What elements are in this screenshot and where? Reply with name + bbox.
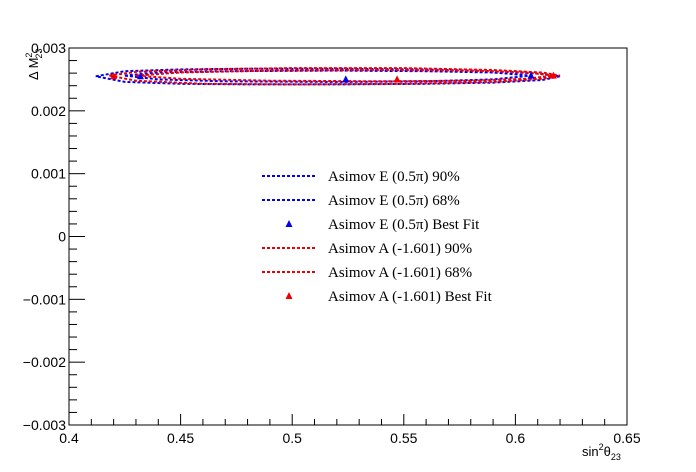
legend-entry-label: Asimov A (-1.601) Best Fit — [328, 289, 493, 305]
y-axis-title: Δ M223 — [24, 49, 44, 80]
y-tick-label: −0.001 — [23, 291, 66, 307]
legend-entry-label: Asimov E (0.5π) 90% — [328, 169, 460, 185]
contour-line — [109, 67, 561, 86]
contour-marker — [136, 72, 144, 80]
best-fit-marker — [393, 75, 401, 83]
x-axis-title: sin2θ23 — [582, 442, 621, 462]
legend: Asimov E (0.5π) 90% Asimov E (0.5π) 68% As… — [262, 169, 493, 305]
legend-entry-label: Asimov A (-1.601) 90% — [328, 241, 472, 257]
x-tick-label: 0.55 — [390, 430, 417, 446]
x-tick-labels: 0.4 0.45 0.5 0.55 0.6 0.65 — [59, 430, 641, 446]
x-tick-label: 0.65 — [613, 430, 640, 446]
contour-marker — [110, 72, 118, 80]
y-tick-label: −0.002 — [23, 354, 66, 370]
x-tick-label: 0.6 — [506, 430, 526, 446]
contour-layer — [95, 67, 561, 86]
y-tick-label: 0 — [58, 229, 66, 245]
x-tick-label: 0.4 — [59, 430, 79, 446]
x-tick-label: 0.45 — [167, 430, 194, 446]
y-tick-label: 0.001 — [31, 166, 66, 182]
y-tick-labels: −0.003 −0.002 −0.001 0 0.001 0.002 0.003 — [23, 40, 66, 433]
legend-entry-label: Asimov E (0.5π) Best Fit — [328, 217, 480, 233]
y-tick-label: 0.003 — [31, 40, 66, 56]
legend-entry-label: Asimov E (0.5π) 68% — [328, 193, 460, 209]
plot-frame — [68, 47, 628, 426]
y-tick-label: 0.002 — [31, 103, 66, 119]
x-tick-label: 0.5 — [282, 430, 302, 446]
axes — [68, 47, 628, 426]
contour-marker — [549, 71, 557, 79]
legend-entry-label: Asimov A (-1.601) 68% — [328, 265, 472, 281]
best-fit-marker — [342, 75, 350, 83]
y-tick-label: −0.003 — [23, 417, 66, 433]
legend-marker — [285, 292, 293, 299]
contour-marker — [527, 71, 535, 79]
marker-layer — [110, 71, 557, 83]
legend-marker — [285, 220, 293, 227]
